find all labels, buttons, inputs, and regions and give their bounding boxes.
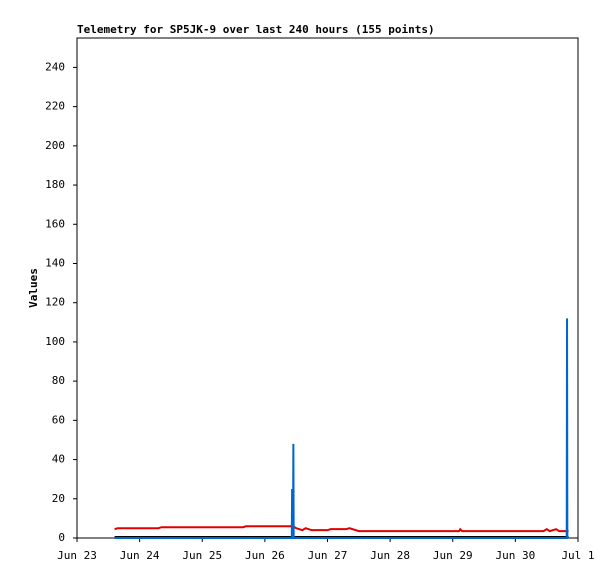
- x-tick-label: Jun 23: [57, 549, 97, 562]
- y-tick-label: 180: [45, 178, 65, 191]
- y-tick-label: 240: [45, 60, 65, 73]
- x-tick-label: Jun 24: [120, 549, 160, 562]
- plot-frame: [76, 37, 579, 539]
- x-tick-label: Jun 25: [182, 549, 222, 562]
- x-tick-label: Jun 29: [433, 549, 473, 562]
- y-tick-label: 60: [52, 413, 65, 426]
- x-tick-label: Jul 1: [561, 549, 594, 562]
- series-line: [114, 318, 569, 539]
- y-tick-label: 20: [52, 492, 65, 505]
- y-tick-label: 140: [45, 256, 65, 269]
- y-tick-label: 0: [58, 531, 65, 544]
- y-tick-label: 120: [45, 296, 65, 309]
- y-tick-label: 160: [45, 217, 65, 230]
- y-tick-label: 200: [45, 139, 65, 152]
- x-tick-label: Jun 30: [496, 549, 536, 562]
- x-tick-label: Jun 27: [308, 549, 348, 562]
- chart-title: Telemetry for SP5JK-9 over last 240 hour…: [77, 23, 435, 36]
- series-line: [114, 525, 569, 533]
- y-tick-label: 80: [52, 374, 65, 387]
- y-tick-label: 220: [45, 100, 65, 113]
- y-tick-label: 100: [45, 335, 65, 348]
- y-axis-label: Values: [27, 268, 40, 308]
- x-tick-label: Jun 26: [245, 549, 285, 562]
- y-tick-label: 40: [52, 453, 65, 466]
- x-tick-label: Jun 28: [370, 549, 410, 562]
